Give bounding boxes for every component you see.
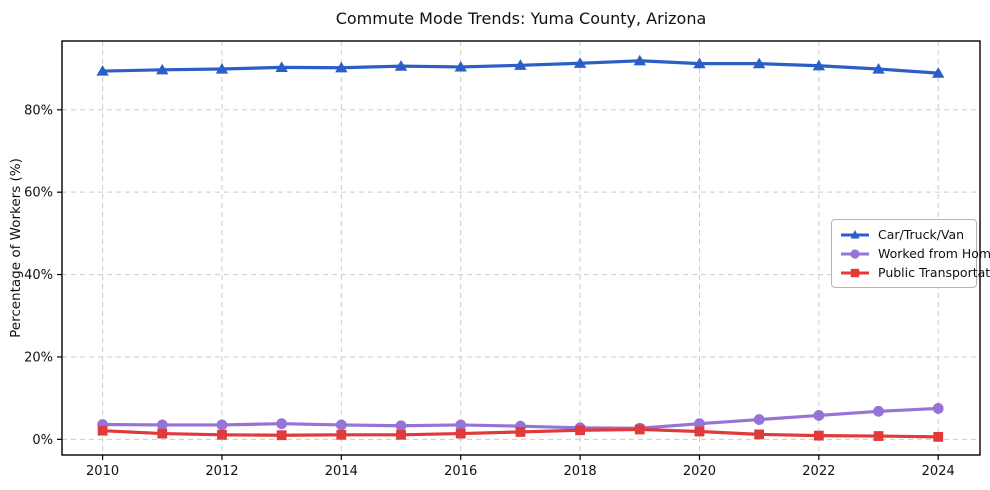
y-tick-label: 40%	[24, 268, 53, 283]
data-point-marker-car-truck-van	[275, 61, 288, 72]
data-point-marker-car-truck-van	[932, 67, 945, 78]
car-truck-van-line-marker-icon	[841, 229, 869, 238]
data-point-marker-car-truck-van	[454, 60, 467, 72]
data-point-marker-worked-from-home	[694, 418, 705, 430]
data-point-marker-worked-from-home	[873, 405, 884, 417]
x-tick-label: 2020	[683, 464, 716, 479]
data-point-marker-car-truck-van	[693, 57, 706, 69]
data-point-marker-public-transportation	[575, 425, 585, 436]
data-point-marker-car-truck-van	[514, 59, 527, 70]
legend-label-car-truck-van: Car/Truck/Van	[878, 227, 965, 242]
worked-from-home-line-marker-icon	[841, 248, 869, 259]
data-point-marker-worked-from-home	[753, 414, 765, 425]
data-point-marker-public-transportation	[336, 429, 347, 440]
x-tick-label: 2016	[444, 464, 477, 479]
data-point-marker-worked-from-home	[276, 418, 288, 430]
data-point-marker-car-truck-van	[872, 63, 885, 74]
public-transportation-line-marker-icon	[841, 268, 869, 277]
data-point-marker-public-transportation	[455, 428, 466, 439]
data-point-marker-public-transportation	[634, 424, 645, 435]
data-point-marker-car-truck-van	[156, 63, 169, 75]
data-point-marker-public-transportation	[813, 430, 824, 441]
data-point-marker-worked-from-home	[216, 419, 228, 431]
data-point-marker-public-transportation	[217, 429, 227, 440]
legend-label-worked-from-home: Worked from Home	[878, 246, 990, 261]
data-point-marker-car-truck-van	[812, 59, 826, 71]
x-tick-label: 2012	[205, 464, 238, 479]
x-tick-label: 2010	[86, 464, 119, 479]
data-point-marker-public-transportation	[515, 427, 526, 437]
data-point-marker-public-transportation	[276, 430, 287, 441]
data-point-marker-worked-from-home	[455, 419, 467, 431]
x-tick-label: 2018	[564, 464, 597, 479]
y-tick-label: 60%	[24, 186, 53, 201]
legend-item-public-transportation: Public Transportation	[840, 263, 990, 282]
data-point-marker-public-transportation	[396, 429, 406, 440]
data-point-marker-public-transportation	[694, 426, 705, 437]
data-point-marker-public-transportation	[933, 431, 944, 442]
legend: Car/Truck/Van Worked from Home Public Tr…	[831, 219, 990, 288]
legend-item-car-truck-van: Car/Truck/Van	[840, 225, 968, 244]
data-point-marker-car-truck-van	[335, 61, 348, 73]
x-tick-label: 2024	[922, 464, 955, 479]
legend-label-public-transportation: Public Transportation	[878, 265, 990, 280]
data-point-marker-car-truck-van	[394, 60, 408, 71]
data-point-marker-public-transportation	[873, 431, 884, 441]
data-point-marker-car-truck-van	[215, 63, 229, 74]
data-point-marker-public-transportation	[157, 428, 168, 439]
axes-frame	[61, 40, 981, 456]
y-tick-label: 20%	[24, 350, 53, 365]
data-point-marker-worked-from-home	[395, 420, 407, 432]
legend-item-worked-from-home: Worked from Home	[840, 244, 990, 263]
data-point-marker-car-truck-van	[573, 57, 587, 68]
data-point-marker-public-transportation	[97, 425, 108, 436]
y-tick-label: 80%	[24, 103, 53, 118]
data-point-marker-car-truck-van	[633, 54, 646, 66]
chart-title: Commute Mode Trends: Yuma County, Arizon…	[335, 9, 707, 28]
data-point-marker-public-transportation	[754, 429, 765, 440]
data-point-marker-car-truck-van	[752, 57, 766, 69]
data-point-marker-worked-from-home	[932, 403, 944, 414]
data-point-marker-worked-from-home	[813, 410, 825, 421]
data-point-marker-worked-from-home	[156, 419, 168, 431]
y-tick-label: 0%	[32, 433, 53, 448]
x-tick-label: 2014	[325, 464, 358, 479]
data-point-marker-car-truck-van	[96, 65, 109, 76]
data-point-marker-worked-from-home	[335, 419, 347, 431]
x-tick-label: 2022	[802, 464, 835, 479]
